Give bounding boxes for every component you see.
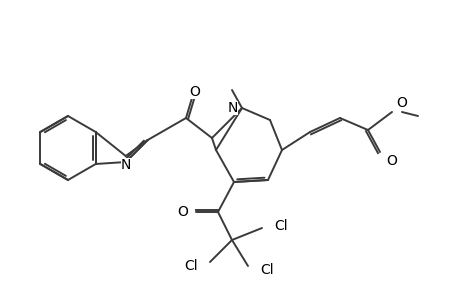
Text: N: N (120, 158, 131, 172)
Text: O: O (385, 154, 396, 168)
Text: Cl: Cl (184, 259, 197, 273)
Text: N: N (227, 101, 237, 115)
Text: O: O (189, 85, 200, 99)
Text: Cl: Cl (259, 263, 273, 277)
Text: Cl: Cl (274, 219, 287, 233)
Text: O: O (395, 96, 406, 110)
Text: O: O (177, 205, 188, 219)
